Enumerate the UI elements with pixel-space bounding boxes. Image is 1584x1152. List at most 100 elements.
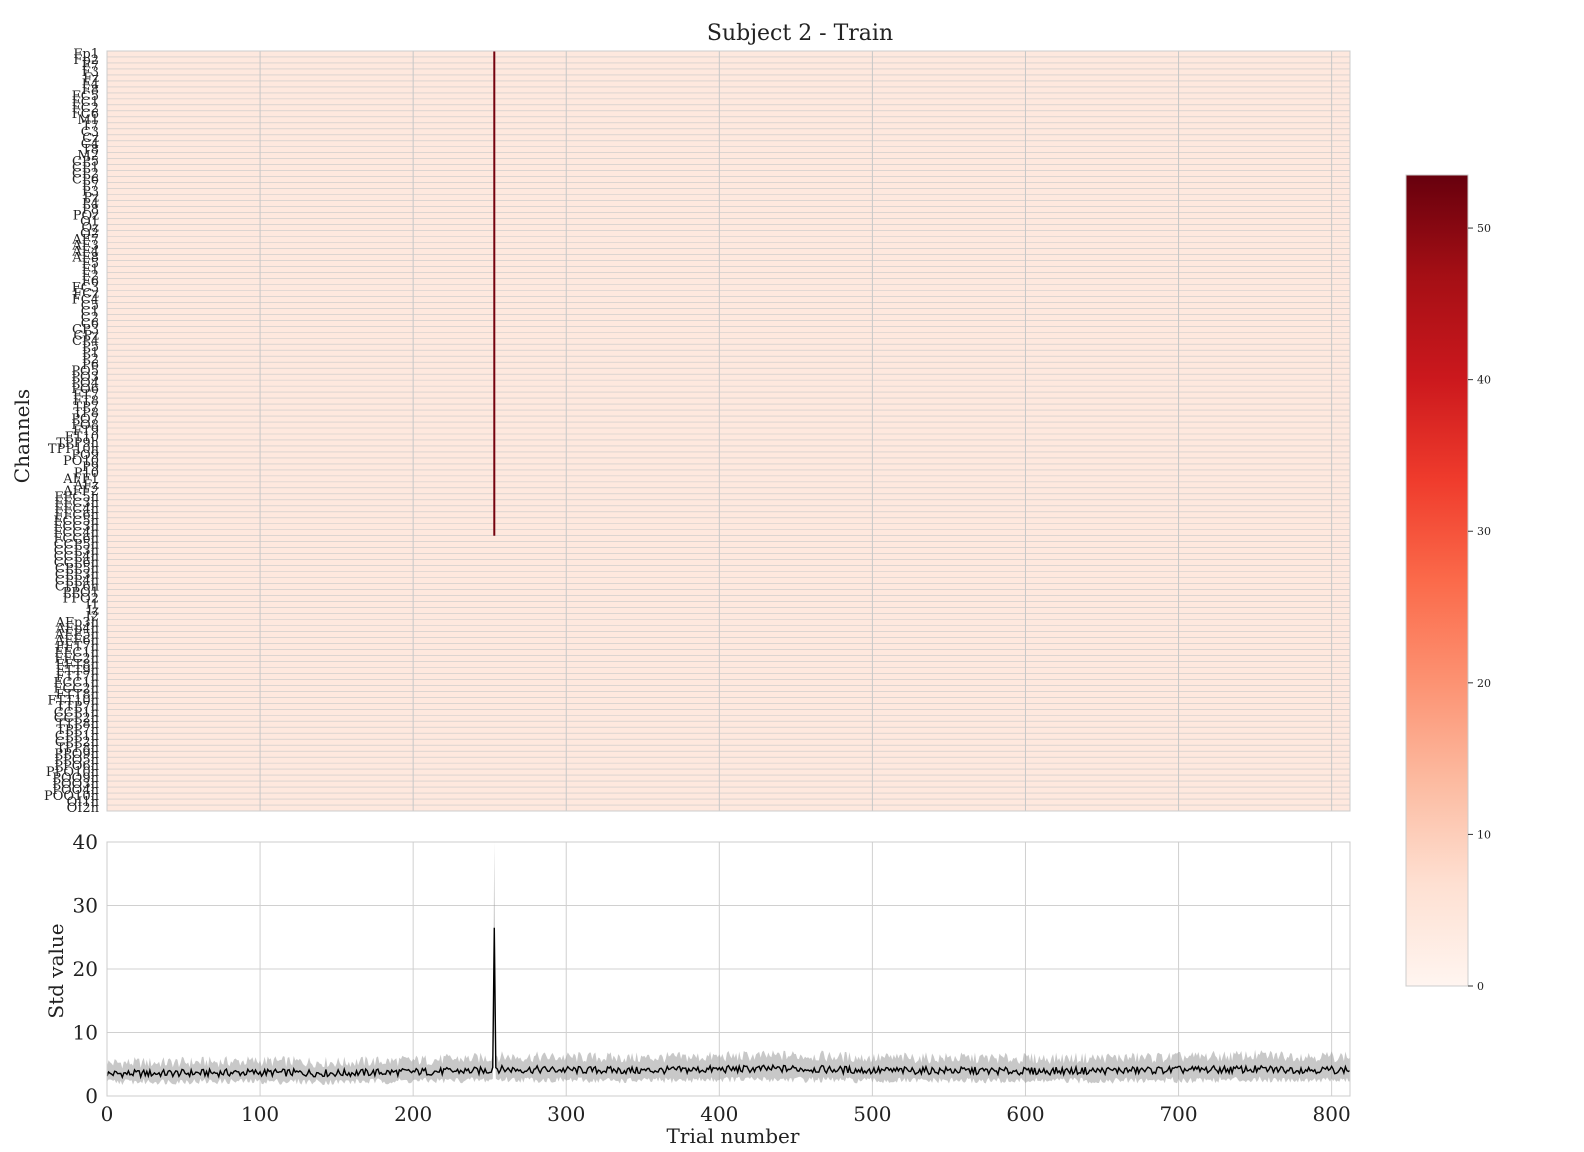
channel-tick-label: C6 bbox=[81, 316, 99, 331]
channel-tick-label: TPP7h bbox=[56, 723, 99, 738]
channel-tick-label: PPO9h bbox=[54, 747, 99, 762]
channel-tick-label: POO10h bbox=[44, 789, 100, 804]
channel-tick-label: TP8 bbox=[73, 406, 99, 421]
channel-tick-label: AFz bbox=[73, 478, 99, 493]
line-xlabel: Trial number bbox=[667, 1124, 800, 1148]
channel-tick-label: AFp3h bbox=[55, 615, 100, 630]
channel-tick-label: FC3 bbox=[72, 280, 99, 295]
y-tick-label: 20 bbox=[73, 957, 98, 981]
channel-tick-label: TPP10h bbox=[48, 442, 100, 457]
channel-tick-label: CCP4h bbox=[54, 550, 100, 565]
channel-tick-label: FFC3h bbox=[54, 496, 99, 511]
colorbar-gradient bbox=[1405, 174, 1469, 987]
channel-tick-label: AFF2 bbox=[62, 484, 99, 499]
heatmap-panel: Fp1Fp2F7F3FzF4F8FC5FC1FC2FC6M1T7C3CzC4T8… bbox=[44, 47, 1351, 816]
channel-tick-label: CP1 bbox=[72, 161, 99, 176]
channel-tick-label: FFT7h bbox=[56, 639, 100, 654]
channel-tick-label: P3 bbox=[82, 185, 99, 200]
channel-tick-label: FFC6h bbox=[54, 508, 99, 523]
channel-tick-label: CP3 bbox=[72, 322, 99, 337]
channel-tick-label: FTT9h bbox=[56, 663, 100, 678]
channel-tick-label: PO6 bbox=[71, 382, 99, 397]
channel-tick-label: CCP2h bbox=[54, 711, 100, 726]
channel-tick-label: FCC6h bbox=[53, 532, 99, 547]
channel-tick-label: PO4 bbox=[71, 376, 99, 391]
channel-tick-label: POO9h bbox=[52, 771, 99, 786]
channel-tick-label: TPP9h bbox=[56, 436, 99, 451]
channel-tick-label: C4 bbox=[81, 137, 99, 152]
channel-tick-label: F7 bbox=[82, 59, 99, 74]
channel-tick-label: P2 bbox=[82, 352, 99, 367]
channel-tick-label: PPO1 bbox=[63, 586, 99, 601]
channel-tick-label: PO9 bbox=[71, 448, 99, 463]
channel-tick-label: TPP8h bbox=[56, 741, 99, 756]
channel-tick-label: FFC4h bbox=[54, 502, 99, 517]
channel-tick-label: CCP3h bbox=[54, 544, 100, 559]
y-tick-label: 10 bbox=[73, 1021, 98, 1045]
colorbar-tick-label: 0 bbox=[1477, 980, 1484, 993]
channel-tick-label: PO10 bbox=[63, 454, 99, 469]
channel-tick-label: CPP1h bbox=[55, 729, 100, 744]
channel-tick-label: POO4h bbox=[52, 783, 99, 798]
x-tick-label: 700 bbox=[1159, 1102, 1197, 1126]
channel-tick-label: O2 bbox=[80, 227, 99, 242]
channel-tick-label: P5 bbox=[82, 340, 99, 355]
channel-tick-label: FT7 bbox=[73, 388, 99, 403]
channel-tick-label: FT9 bbox=[73, 424, 99, 439]
channel-tick-label: Cz bbox=[82, 131, 99, 146]
channel-tick-label: P8 bbox=[82, 203, 99, 218]
channel-tick-label: FCC2h bbox=[53, 681, 99, 696]
std-band bbox=[107, 842, 1350, 1086]
y-tick-label: 40 bbox=[73, 830, 98, 854]
channel-tick-label: FT10 bbox=[65, 430, 99, 445]
channel-tick-label: FC5 bbox=[72, 89, 99, 104]
channel-tick-label: F3 bbox=[82, 65, 99, 80]
channel-tick-label: CPP5h bbox=[55, 562, 100, 577]
channel-tick-label: F1 bbox=[82, 262, 99, 277]
channel-tick-label: CP6 bbox=[72, 173, 99, 188]
channel-tick-label: CCP5h bbox=[54, 538, 100, 553]
channel-tick-label: PO5 bbox=[71, 364, 99, 379]
channel-tick-label: C5 bbox=[81, 298, 99, 313]
channel-tick-label: CPP6h bbox=[55, 580, 100, 595]
x-tick-label: 500 bbox=[853, 1102, 891, 1126]
channel-tick-label: AFF6h bbox=[54, 633, 100, 648]
channel-tick-label: CPP2h bbox=[55, 735, 100, 750]
channel-tick-label: FFC2h bbox=[54, 651, 99, 666]
channel-tick-label: AFp4h bbox=[55, 621, 100, 636]
channel-tick-label: Pz bbox=[83, 191, 99, 206]
channel-tick-label: AFF1 bbox=[62, 472, 99, 487]
channel-tick-label: FT8 bbox=[73, 394, 99, 409]
line-ylabel: Std value bbox=[44, 923, 68, 1018]
y-tick-label: 30 bbox=[73, 894, 98, 918]
channel-tick-label: O1 bbox=[80, 215, 99, 230]
channel-tick-label: OI2h bbox=[67, 801, 100, 816]
channel-tick-label: P7 bbox=[82, 179, 99, 194]
channel-tick-label: TTP8h bbox=[56, 717, 100, 732]
channel-tick-label: PO7 bbox=[71, 412, 99, 427]
channel-tick-label: Fz bbox=[83, 71, 99, 86]
channel-tick-label: T8 bbox=[82, 143, 99, 158]
channel-tick-label: PO3 bbox=[71, 370, 99, 385]
channel-tick-label: FFT8h bbox=[56, 657, 100, 672]
colorbar-tick-label: 10 bbox=[1477, 828, 1491, 841]
heatmap-outlier-column bbox=[493, 51, 496, 536]
channel-tick-label: P10 bbox=[74, 466, 99, 481]
channel-tick-label: FCC4h bbox=[53, 526, 99, 541]
channel-tick-label: TTP7h bbox=[56, 699, 100, 714]
channel-tick-label: C2 bbox=[81, 310, 99, 325]
channel-tick-label: F6 bbox=[82, 274, 99, 289]
heatmap-title: Subject 2 - Train bbox=[707, 21, 893, 46]
channel-tick-label: POO3h bbox=[52, 777, 99, 792]
channel-tick-label: T7 bbox=[82, 119, 99, 134]
channel-tick-label: FC2 bbox=[72, 101, 99, 116]
channel-tick-label: M1 bbox=[77, 113, 99, 128]
line-plot-frame bbox=[106, 841, 1351, 1097]
channel-tick-label: CP4 bbox=[72, 334, 99, 349]
channel-tick-label: FTT8h bbox=[56, 687, 100, 702]
x-tick-label: 300 bbox=[547, 1102, 585, 1126]
channel-tick-label: OI1h bbox=[67, 795, 100, 810]
channel-tick-label: TP7 bbox=[73, 400, 99, 415]
channel-tick-label: PPO10h bbox=[46, 765, 100, 780]
